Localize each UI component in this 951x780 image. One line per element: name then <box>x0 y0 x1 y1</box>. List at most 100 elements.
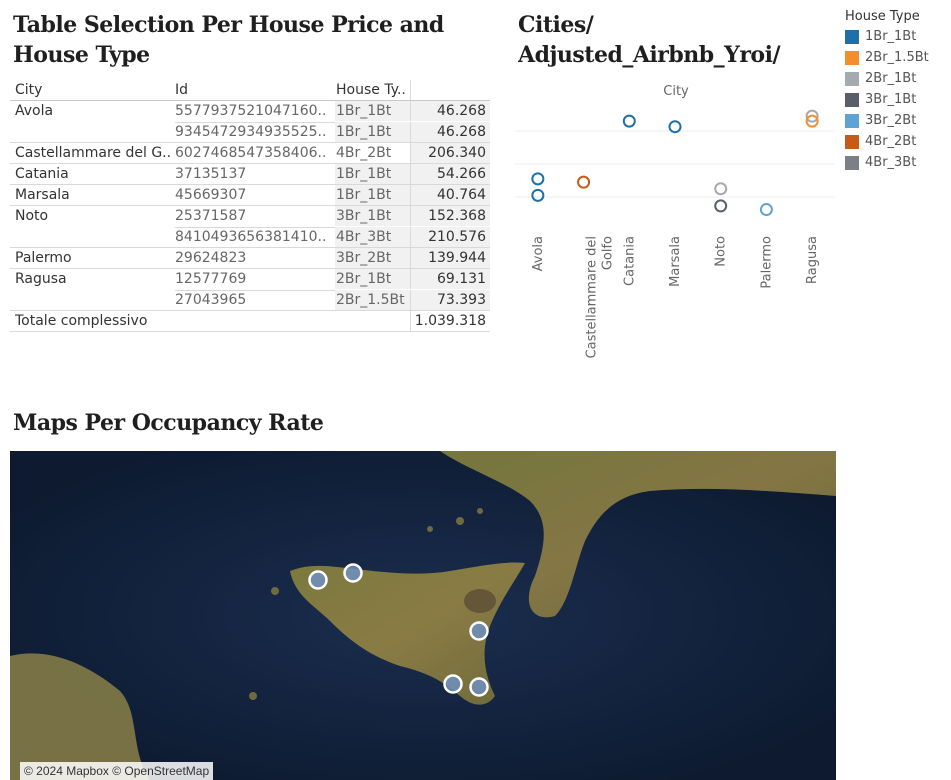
column-header-house-type[interactable]: House Ty.. <box>336 82 406 98</box>
map-marker-palermo[interactable] <box>343 563 363 583</box>
island-3 <box>427 526 433 532</box>
scatter-point[interactable] <box>668 120 682 134</box>
table-row[interactable]: 27043965 2Br_1.5Bt 73.393 <box>10 290 490 311</box>
scatter-point[interactable] <box>805 109 819 123</box>
scatter-point[interactable] <box>714 199 728 213</box>
cell-house-type: 2Br_1.5Bt <box>335 290 410 310</box>
cell-value: 152.368 <box>410 206 490 226</box>
island-5 <box>249 692 257 700</box>
cell-city: Avola <box>15 103 54 119</box>
scatter-title: Cities/ Adjusted_Airbnb_Yroi/ House Ref <box>518 12 780 74</box>
legend-item[interactable]: 4Br_2Bt <box>845 131 951 152</box>
x-tick-label-line: Avola <box>531 236 546 271</box>
cell-value: 46.268 <box>410 101 490 121</box>
cell-value: 54.266 <box>410 164 490 184</box>
total-label: Totale complessivo <box>15 313 148 329</box>
legend-label: 3Br_1Bt <box>865 92 917 107</box>
legend-item[interactable]: 4Br_3Bt <box>845 152 951 173</box>
column-header-city[interactable]: City <box>15 82 43 98</box>
legend-item[interactable]: 2Br_1.5Bt <box>845 47 951 68</box>
island-1 <box>456 517 464 525</box>
column-header-value <box>410 80 490 100</box>
map-marker-ragusa[interactable] <box>443 674 463 694</box>
legend-swatch <box>845 134 859 149</box>
table-row[interactable]: Avola 5577937521047160.. 1Br_1Bt 46.268 <box>10 101 490 123</box>
column-header-id[interactable]: Id <box>175 82 189 98</box>
legend-item[interactable]: 3Br_1Bt <box>845 89 951 110</box>
table-title: Table Selection Per House Price and Hous… <box>13 12 444 68</box>
cell-value: 206.340 <box>410 143 490 163</box>
cell-city: Catania <box>15 166 69 182</box>
map-marker-noto[interactable] <box>469 677 489 697</box>
cell-house-type: 1Br_1Bt <box>335 164 410 184</box>
cell-value: 210.576 <box>410 227 490 247</box>
cell-house-type: 3Br_1Bt <box>335 206 410 226</box>
island-2 <box>477 508 483 514</box>
legend-swatch <box>845 155 859 170</box>
legend-label: 4Br_2Bt <box>865 134 917 149</box>
legend-label: 2Br_1Bt <box>865 71 917 86</box>
legend-label: 4Br_3Bt <box>865 155 917 170</box>
cell-city: Marsala <box>15 187 70 203</box>
house-type-legend[interactable]: House Type 1Br_1Bt 2Br_1.5Bt 2Br_1Bt 3Br_1B… <box>845 8 951 173</box>
cell-city <box>15 227 175 247</box>
etna-shade <box>464 589 496 613</box>
legend-swatch <box>845 113 859 128</box>
table-row[interactable]: Marsala 45669307 1Br_1Bt 40.764 <box>10 185 490 206</box>
cell-city: Castellammare del G.. <box>15 145 172 161</box>
legend-item[interactable]: 1Br_1Bt <box>845 26 951 47</box>
cell-value: 69.131 <box>410 269 490 289</box>
cell-id: 5577937521047160.. <box>175 103 327 119</box>
scatter-chart[interactable]: City Avola Castellammare delGolfo Catania Ma… <box>510 78 840 378</box>
scatter-point[interactable] <box>531 172 545 186</box>
legend-item[interactable]: 2Br_1Bt <box>845 68 951 89</box>
cell-id: 8410493656381410.. <box>175 229 327 245</box>
table-row[interactable]: 9345472934935525.. 1Br_1Bt 46.268 <box>10 122 490 143</box>
table-body: Avola 5577937521047160.. 1Br_1Bt 46.268 9345… <box>10 101 490 311</box>
cell-value: 46.268 <box>410 122 490 142</box>
map-markers <box>308 563 489 697</box>
scatter-point[interactable] <box>805 114 819 128</box>
cell-house-type: 3Br_2Bt <box>335 248 410 268</box>
table-total-row: Totale complessivo 1.039.318 <box>10 311 490 332</box>
row-divider <box>175 290 490 291</box>
x-axis-title: City <box>663 84 689 99</box>
table-row[interactable]: Palermo 29624823 3Br_2Bt 139.944 <box>10 248 490 269</box>
x-tick-label: Noto <box>714 236 729 267</box>
cell-id: 9345472934935525.. <box>175 124 327 140</box>
table-row[interactable]: Noto 25371587 3Br_1Bt 152.368 <box>10 206 490 228</box>
island-4 <box>271 587 279 595</box>
cell-value: 139.944 <box>410 248 490 268</box>
legend-swatch <box>845 71 859 86</box>
occupancy-map[interactable]: © 2024 Mapbox © OpenStreetMap <box>10 451 836 780</box>
map-attribution[interactable]: © 2024 Mapbox © OpenStreetMap <box>20 762 214 780</box>
price-table: City Id House Ty.. Avola 5577937521047160… <box>10 80 490 332</box>
table-row[interactable]: Castellammare del G.. 6027468547358406.. 4… <box>10 143 490 164</box>
table-row[interactable]: Ragusa 12577769 2Br_1Bt 69.131 <box>10 269 490 291</box>
legend-item[interactable]: 3Br_2Bt <box>845 110 951 131</box>
legend-label: 3Br_2Bt <box>865 113 917 128</box>
cell-id: 45669307 <box>175 187 247 203</box>
scatter-point[interactable] <box>714 182 728 196</box>
x-tick-label-line: Noto <box>714 236 729 267</box>
scatter-point[interactable] <box>577 175 591 189</box>
x-tick-label-line: Marsala <box>668 236 683 287</box>
map-marker-marsala[interactable] <box>308 570 328 590</box>
x-tick-label: Ragusa <box>805 236 820 284</box>
scatter-point[interactable] <box>622 114 636 128</box>
table-row[interactable]: 8410493656381410.. 4Br_3Bt 210.576 <box>10 227 490 248</box>
cell-id: 37135137 <box>175 166 247 182</box>
scatter-point[interactable] <box>531 188 545 202</box>
scatter-point[interactable] <box>759 203 773 217</box>
cell-id: 25371587 <box>175 208 247 224</box>
legend-swatch <box>845 50 859 65</box>
legend-swatch <box>845 92 859 107</box>
map-marker-catania[interactable] <box>469 621 489 641</box>
x-tick-label-line: Ragusa <box>805 236 820 284</box>
x-tick-label: Catania <box>622 236 637 286</box>
x-tick-label: Avola <box>531 236 546 271</box>
cell-house-type: 1Br_1Bt <box>335 122 410 142</box>
cell-house-type: 4Br_2Bt <box>336 145 392 161</box>
x-tick-label-line: Palermo <box>759 236 774 289</box>
table-row[interactable]: Catania 37135137 1Br_1Bt 54.266 <box>10 164 490 185</box>
